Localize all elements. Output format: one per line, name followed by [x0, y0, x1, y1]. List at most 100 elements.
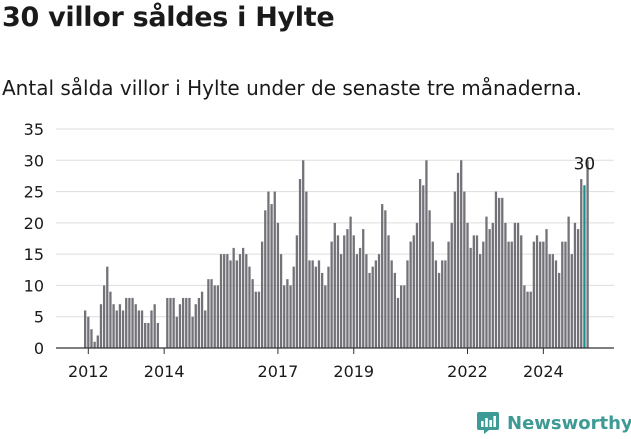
bar [298, 179, 302, 348]
bar [488, 229, 491, 348]
bar [551, 254, 554, 348]
bar [479, 254, 482, 348]
bar [554, 260, 558, 348]
bar [235, 260, 238, 348]
bar [403, 285, 406, 348]
bar [387, 235, 390, 348]
bar [336, 235, 340, 348]
bar [447, 241, 450, 348]
bar [539, 241, 542, 348]
bar [102, 285, 106, 348]
bar [327, 266, 330, 348]
bar [93, 341, 96, 348]
bar [352, 235, 355, 348]
bar [415, 222, 419, 348]
bar [125, 297, 128, 348]
bar [207, 279, 210, 348]
bar [254, 291, 257, 348]
bar [425, 160, 428, 348]
bar [513, 222, 517, 348]
bar [529, 291, 532, 348]
bar [390, 260, 393, 348]
bar [510, 241, 513, 348]
bar [223, 254, 226, 348]
x-tick-label: 2017 [258, 362, 299, 381]
bar [586, 160, 589, 348]
bar [181, 297, 185, 348]
bar [283, 285, 286, 348]
bar [175, 316, 178, 348]
bar [371, 266, 374, 348]
bar [368, 272, 371, 348]
bar [358, 247, 362, 348]
bar [216, 285, 220, 348]
bar [257, 291, 261, 348]
highlight-value-label: 30 [574, 154, 596, 174]
bar [460, 160, 463, 348]
bar [453, 191, 457, 348]
bar [384, 210, 387, 348]
bar [106, 266, 109, 348]
bar [542, 241, 545, 348]
bar [156, 322, 159, 348]
bar [441, 260, 444, 348]
bar [406, 260, 409, 348]
bar [374, 260, 378, 348]
bar [197, 297, 201, 348]
bar [396, 297, 400, 348]
bar [308, 260, 311, 348]
bar [339, 254, 343, 348]
bar [377, 254, 381, 348]
bar [112, 304, 115, 348]
bar [295, 235, 299, 348]
chart-subtitle: Antal sålda villor i Hylte under de sena… [2, 76, 583, 100]
bar [178, 304, 182, 348]
bar [87, 316, 90, 348]
bar [260, 241, 264, 348]
bar [153, 304, 156, 348]
bar [501, 197, 504, 348]
bar [248, 266, 251, 348]
bar [213, 285, 216, 348]
bar [118, 304, 122, 348]
bar [545, 229, 548, 348]
bar [115, 310, 118, 348]
bar [463, 191, 466, 348]
bar [580, 179, 583, 348]
bar [567, 216, 570, 348]
bar [573, 222, 577, 348]
bar [292, 266, 295, 348]
bar [422, 185, 425, 348]
bar [431, 241, 434, 348]
bar [109, 291, 112, 348]
bar [302, 160, 305, 348]
bar [166, 297, 169, 348]
y-tick-label: 25 [24, 183, 44, 202]
y-tick-label: 20 [24, 214, 44, 233]
bar [200, 291, 204, 348]
bar [570, 254, 573, 348]
bar [273, 191, 276, 348]
bar [147, 322, 150, 348]
bar [267, 191, 270, 348]
bar [286, 279, 289, 348]
bar [276, 222, 280, 348]
bar [210, 279, 213, 348]
brand-name: Newsworthy [507, 412, 631, 434]
bar [305, 191, 308, 348]
bar [150, 310, 153, 348]
bar [128, 297, 131, 348]
bar [437, 272, 441, 348]
y-tick-label: 5 [34, 308, 44, 327]
bar [226, 254, 229, 348]
bar [144, 322, 147, 348]
x-tick-label: 2024 [523, 362, 564, 381]
bar [185, 297, 188, 348]
bar [137, 310, 141, 348]
bar [564, 241, 567, 348]
bars [84, 160, 589, 348]
bar [279, 254, 283, 348]
y-tick-label: 30 [24, 151, 44, 170]
bar [204, 310, 207, 348]
